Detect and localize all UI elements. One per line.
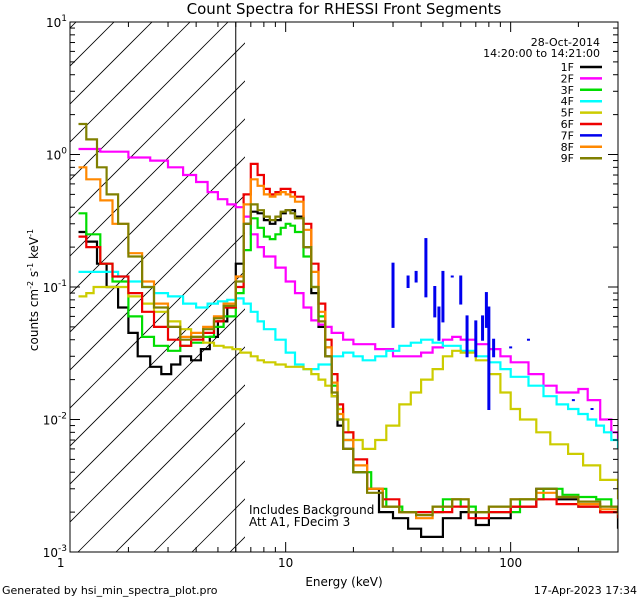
y-label-tail: keV	[27, 236, 41, 263]
x-tick-label: 10	[278, 556, 293, 570]
series-segment-7F	[406, 275, 410, 288]
legend-label-8F: 8F	[561, 141, 574, 154]
series-segment-7F	[433, 286, 437, 318]
y-tick-label: 100	[46, 147, 67, 163]
hatch-line	[70, 80, 245, 257]
y-tick-label: 10-2	[43, 412, 67, 428]
series-line-8F	[78, 166, 618, 520]
legend-label-5F: 5F	[561, 107, 574, 120]
x-axis-label: Energy (keV)	[305, 575, 382, 589]
hatch-line	[70, 232, 245, 409]
hatch-line	[70, 22, 153, 105]
legend-label-2F: 2F	[561, 72, 574, 85]
hatch-line	[70, 22, 229, 181]
y-label-exp2: -1	[26, 263, 35, 271]
series-segment-7F	[487, 306, 491, 411]
hatch-line	[70, 308, 245, 485]
hatch-line	[70, 22, 115, 67]
date-label: 28-Oct-2014	[531, 36, 600, 49]
hatch-region	[0, 0, 640, 552]
series-line-6F	[78, 162, 618, 520]
footer-left: Generated by hsi_min_spectra_plot.pro	[2, 584, 218, 597]
legend-label-6F: 6F	[561, 118, 574, 131]
hatch-line	[344, 0, 640, 552]
chart-title: Count Spectra for RHESSI Front Segments	[187, 0, 502, 18]
series-line-4F	[78, 270, 618, 449]
series-segment-7F	[571, 399, 575, 402]
hatch-line	[70, 346, 245, 523]
series-segment-7F	[459, 275, 463, 305]
y-tick-label: 10-1	[43, 279, 67, 295]
legend-label-3F: 3F	[561, 84, 574, 97]
annotation-attenuator: Att A1, FDecim 3	[249, 515, 350, 529]
series-segment-7F	[437, 306, 441, 341]
time-range-label: 14:20:00 to 14:21:00	[483, 47, 600, 60]
y-tick-label: 10-3	[43, 544, 67, 560]
legend-label-9F: 9F	[561, 152, 574, 165]
series-segment-7F	[484, 292, 488, 328]
series-segment-7F	[492, 338, 496, 358]
series-segment-7F	[391, 262, 395, 328]
series-line-9F	[78, 122, 618, 517]
footer-right: 17-Apr-2023 17:34	[534, 584, 637, 597]
series-segment-7F	[465, 315, 469, 358]
series-segment-7F	[481, 315, 485, 341]
series-layer	[78, 122, 618, 538]
series-segment-7F	[509, 346, 513, 349]
legend-label-4F: 4F	[561, 95, 574, 108]
date-text: 28-Oct-2014	[531, 36, 600, 49]
hatch-line	[70, 194, 245, 371]
hatch-line	[77, 384, 245, 552]
hatch-line	[70, 156, 245, 333]
hatch-line	[0, 0, 108, 552]
hatch-line	[115, 422, 245, 552]
y-tick-label: 101	[46, 14, 67, 30]
series-segment-7F	[526, 338, 530, 341]
legend-label-7F: 7F	[561, 129, 574, 142]
y-label-main: counts cm	[27, 289, 41, 351]
hatch-line	[306, 0, 640, 552]
legend-label-1F: 1F	[561, 61, 574, 74]
x-tick-label: 100	[499, 556, 522, 570]
hatch-line	[70, 118, 245, 295]
hatch-line	[268, 0, 640, 552]
series-segment-7F	[441, 270, 445, 323]
series-line-5F	[78, 285, 618, 500]
hatch-line	[229, 536, 245, 552]
y-label-exp1: -2	[26, 281, 35, 289]
series-segment-7F	[590, 408, 594, 411]
series-segment-7F	[424, 238, 428, 298]
annotation-background: Includes Background	[249, 503, 374, 517]
axis-ticks: 1 10 100 10-3 10-2 10-1 100 101	[43, 14, 619, 570]
hatch-line	[70, 22, 191, 143]
series-segment-7F	[474, 320, 478, 358]
x-tick-label: 1	[57, 556, 65, 570]
y-label-mid: s	[27, 271, 41, 281]
y-label-exp3: -1	[26, 229, 35, 237]
series-segment-7F	[414, 270, 418, 283]
series-segment-7F	[450, 275, 454, 278]
y-axis-label: counts cm-2 s-1 keV-1	[26, 229, 41, 351]
series-line-2F	[78, 147, 618, 440]
